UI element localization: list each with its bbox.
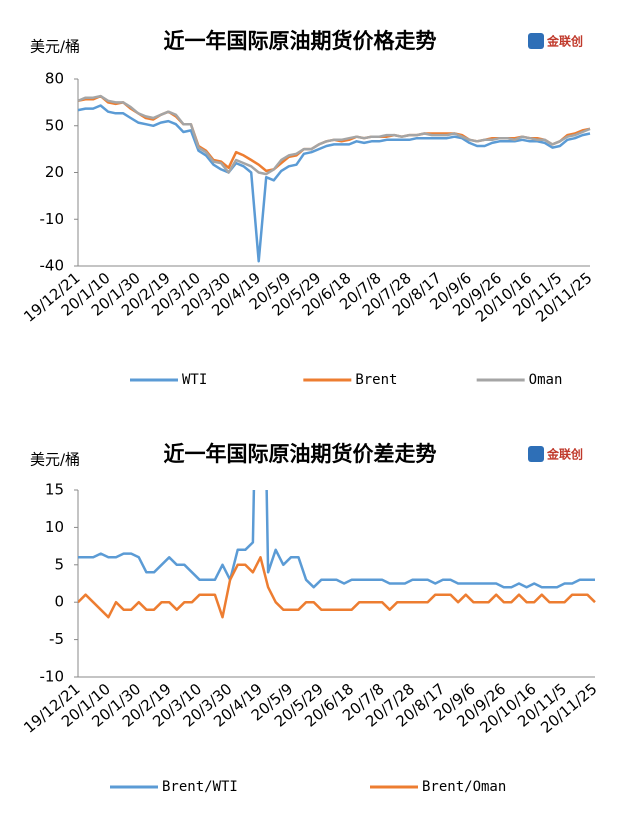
logo-icon (528, 33, 544, 49)
y-unit: 美元/桶 (30, 451, 80, 469)
series-line (78, 104, 591, 263)
legend-label: Brent/Oman (422, 779, 506, 795)
legend-label: Brent/WTI (162, 779, 238, 795)
y-tick-label: -40 (40, 257, 65, 275)
y-tick-label: 0 (54, 593, 64, 611)
y-tick-label: -10 (40, 668, 65, 686)
plot (78, 490, 596, 619)
y-tick-label: 15 (45, 481, 64, 499)
y-tick-label: -10 (40, 210, 65, 228)
chart-title: 近一年国际原油期货价格走势 (164, 29, 437, 53)
series-line (78, 94, 591, 176)
y-tick-label: 80 (45, 70, 64, 88)
legend-label: WTI (182, 372, 207, 388)
series-line (78, 490, 595, 589)
y-unit: 美元/桶 (30, 38, 80, 56)
y-tick-label: 5 (54, 555, 64, 573)
y-tick-label: 50 (45, 116, 64, 134)
series-line (78, 556, 596, 619)
logo: 金联创 (546, 447, 583, 462)
y-tick-label: 10 (45, 518, 64, 536)
logo: 金联创 (546, 34, 583, 49)
legend-label: Brent (355, 372, 397, 388)
logo-icon (528, 446, 544, 462)
y-tick-label: -5 (49, 630, 64, 648)
plot (78, 94, 591, 263)
series-line (78, 94, 591, 173)
chart-title: 近一年国际原油期货价差走势 (164, 442, 437, 466)
y-tick-label: 20 (45, 163, 64, 181)
legend-label: Oman (529, 372, 563, 388)
